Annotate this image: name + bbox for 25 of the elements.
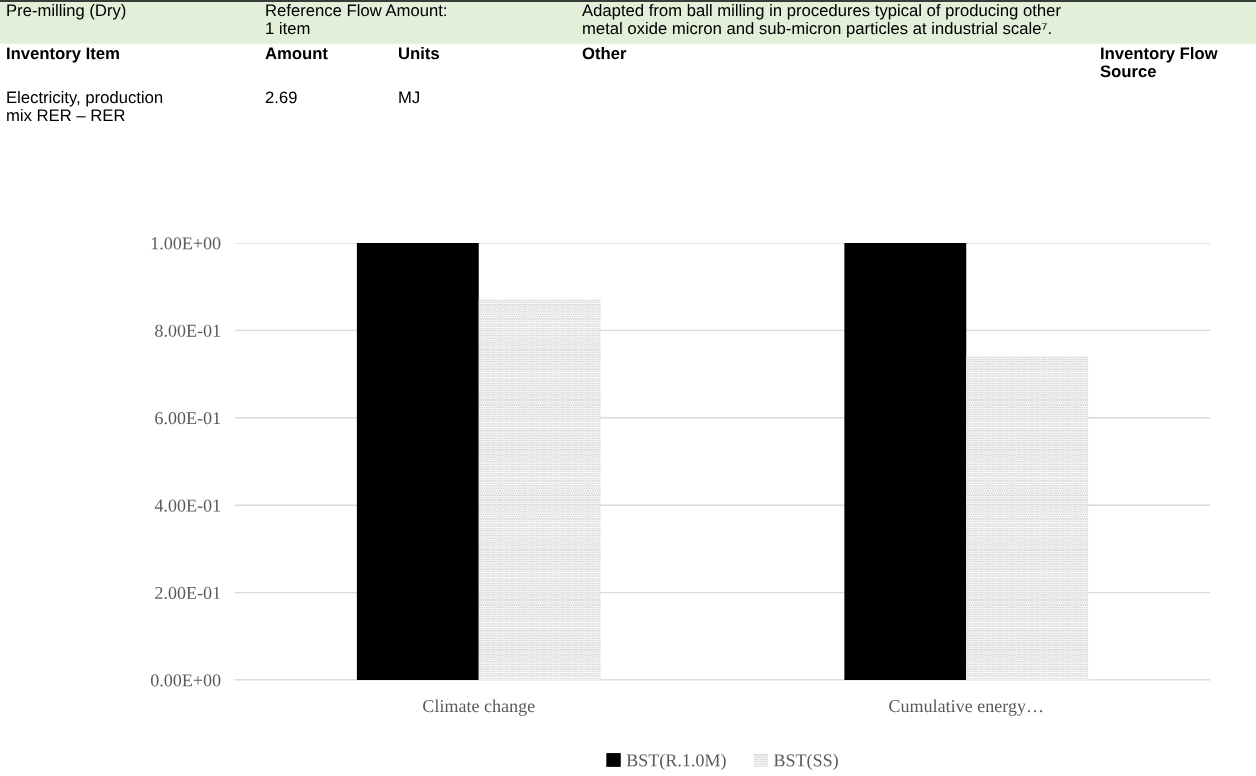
legend-label: BST(R.1.0M) xyxy=(626,753,726,771)
text: 2.69 xyxy=(265,91,297,104)
text: Amount xyxy=(265,47,328,60)
y-tick-label: 1.00E+00 xyxy=(151,237,221,250)
y-tick-label: 0.00E+00 xyxy=(150,674,221,687)
text: Other xyxy=(582,47,627,60)
y-tick-label: 2.00E-01 xyxy=(155,586,221,600)
text: Inventory Item xyxy=(7,47,119,63)
text: Adapted from ball milling in procedures typical of producing other metal oxide micron and sub-micron particles at industrial scale⁷. xyxy=(582,4,1061,38)
text: Units xyxy=(399,47,439,60)
text: Pre-milling (Dry) xyxy=(7,4,126,20)
text: Reference Flow Amount: 1 item xyxy=(266,4,446,35)
legend-label: BST(SS) xyxy=(773,753,838,771)
x-tick-label: Cumulative energy… xyxy=(889,699,1043,716)
y-tick-label: 4.00E-01 xyxy=(154,499,221,512)
bar xyxy=(478,299,601,680)
y-tick-label: 8.00E-01 xyxy=(155,324,221,337)
x-tick-label: Climate change xyxy=(423,699,535,716)
bar xyxy=(356,243,479,680)
text: Inventory Flow Source xyxy=(1100,47,1218,78)
text: Electricity, production mix RER – RER xyxy=(7,91,163,122)
text: MJ xyxy=(399,91,419,104)
bar xyxy=(966,356,1089,680)
bar xyxy=(844,243,967,680)
y-tick-label: 6.00E-01 xyxy=(155,412,221,425)
